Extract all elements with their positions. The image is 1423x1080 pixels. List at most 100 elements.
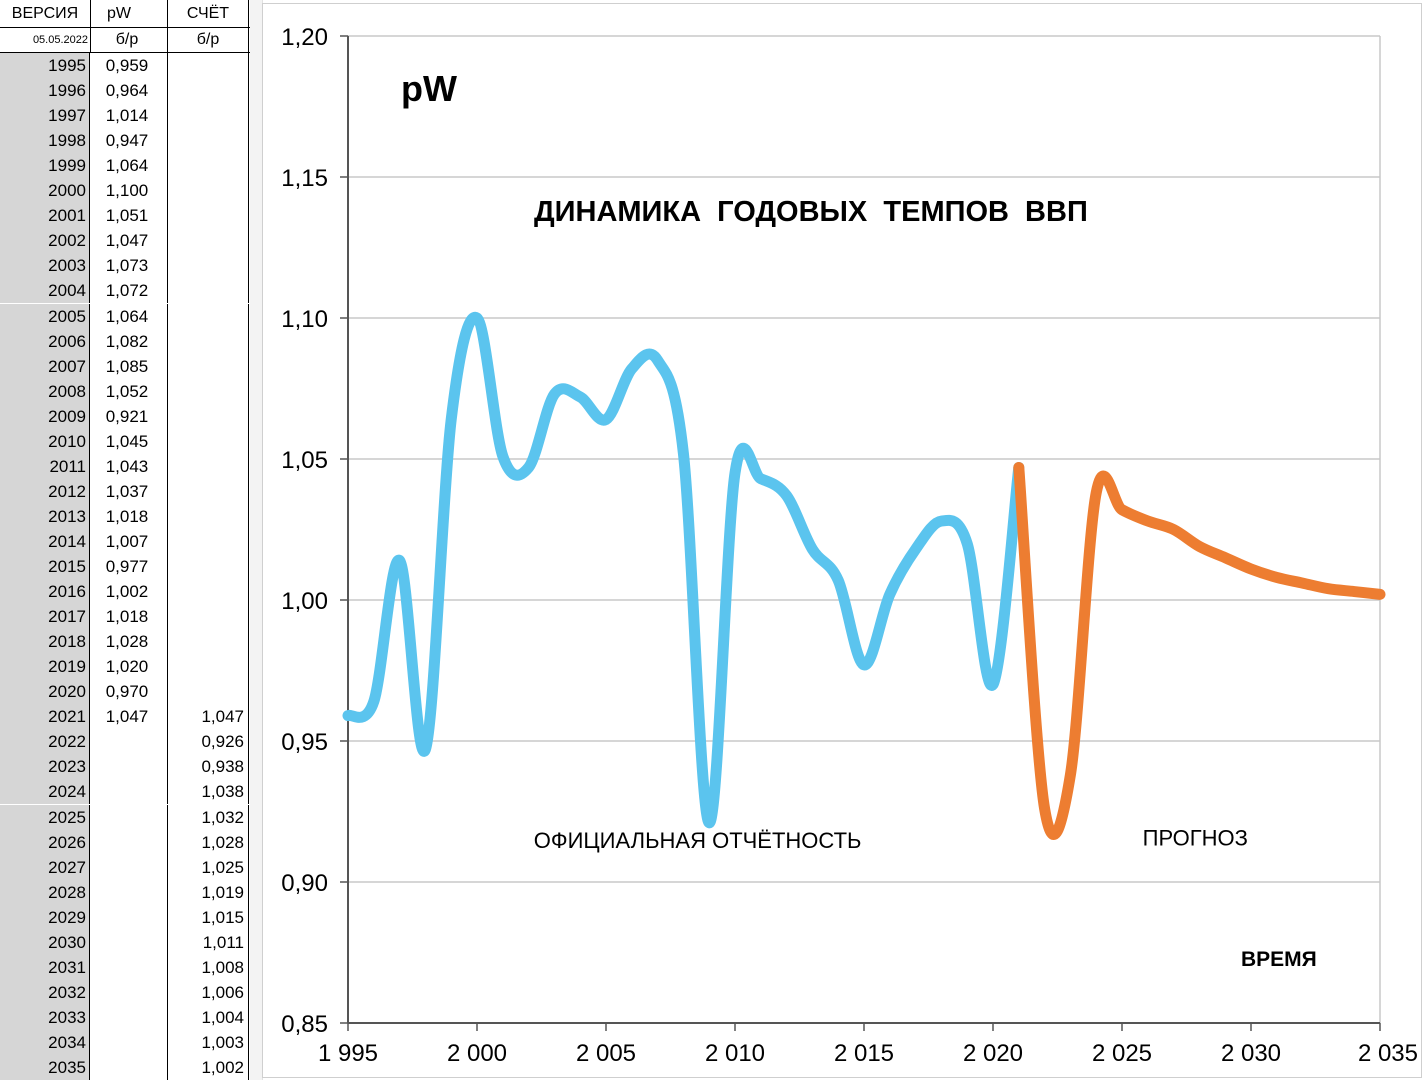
cell-year[interactable]: 2020 [0,679,90,705]
cell-calc[interactable] [168,228,249,254]
cell-pw[interactable]: 1,100 [91,178,168,204]
cell-year[interactable]: 2012 [0,478,90,504]
cell-year[interactable]: 2003 [0,253,90,279]
header-calc[interactable]: СЧЁТ [168,0,249,27]
cell-calc[interactable]: 1,003 [168,1029,249,1055]
cell-calc[interactable] [168,403,249,429]
cell-pw[interactable]: 1,047 [91,704,168,730]
cell-pw[interactable] [91,854,168,880]
cell-pw[interactable]: 1,064 [91,303,168,329]
cell-year[interactable]: 2004 [0,278,90,304]
cell-year[interactable]: 2018 [0,629,90,655]
cell-pw[interactable]: 1,002 [91,579,168,605]
cell-pw[interactable]: 1,073 [91,253,168,279]
cell-calc[interactable] [168,153,249,179]
cell-calc[interactable]: 0,926 [168,729,249,755]
cell-calc[interactable] [168,528,249,554]
cell-year[interactable]: 1999 [0,153,90,179]
cell-year[interactable]: 2011 [0,453,90,479]
cell-calc[interactable] [168,253,249,279]
cell-year[interactable]: 1995 [0,53,90,78]
cell-calc[interactable] [168,103,249,129]
cell-pw[interactable] [91,779,168,805]
cell-pw[interactable]: 1,018 [91,604,168,630]
cell-year[interactable]: 2008 [0,378,90,404]
cell-year[interactable]: 2013 [0,503,90,529]
cell-year[interactable]: 2024 [0,779,90,805]
chart-area[interactable]: 0,85 0,90 0,95 1,00 1,05 1,10 1,15 1,20 1 995 2 … [262,3,1422,1078]
cell-calc[interactable] [168,428,249,454]
cell-year[interactable]: 1997 [0,103,90,129]
header-version[interactable]: ВЕРСИЯ [0,0,91,27]
cell-year[interactable]: 2025 [0,804,90,830]
cell-calc[interactable] [168,328,249,354]
cell-pw[interactable]: 1,037 [91,478,168,504]
cell-calc[interactable] [168,128,249,154]
cell-pw[interactable] [91,929,168,955]
cell-pw[interactable]: 1,028 [91,629,168,655]
cell-year[interactable]: 2014 [0,528,90,554]
cell-calc[interactable] [168,554,249,579]
cell-year[interactable]: 1996 [0,78,90,104]
cell-pw[interactable]: 1,052 [91,378,168,404]
cell-year[interactable]: 2026 [0,829,90,855]
cell-calc[interactable] [168,203,249,229]
cell-year[interactable]: 2007 [0,353,90,379]
cell-pw[interactable] [91,904,168,930]
cell-calc[interactable] [168,679,249,705]
cell-pw[interactable] [91,754,168,780]
cell-calc[interactable]: 1,004 [168,1004,249,1030]
cell-year[interactable]: 2016 [0,579,90,605]
cell-calc[interactable]: 1,032 [168,804,249,830]
unit-pw[interactable]: б/р [91,28,168,52]
cell-pw[interactable] [91,879,168,905]
cell-year[interactable]: 2023 [0,754,90,780]
cell-year[interactable]: 1998 [0,128,90,154]
cell-year[interactable]: 2032 [0,979,90,1005]
cell-year[interactable]: 2001 [0,203,90,229]
cell-calc[interactable] [168,629,249,655]
cell-pw[interactable]: 0,947 [91,128,168,154]
cell-pw[interactable] [91,1029,168,1055]
cell-calc[interactable]: 1,006 [168,979,249,1005]
cell-pw[interactable]: 1,007 [91,528,168,554]
cell-year[interactable]: 2022 [0,729,90,755]
cell-calc[interactable] [168,579,249,605]
cell-calc[interactable] [168,604,249,630]
cell-pw[interactable]: 1,020 [91,654,168,680]
cell-calc[interactable] [168,478,249,504]
cell-year[interactable]: 2000 [0,178,90,204]
cell-calc[interactable]: 1,002 [168,1055,249,1080]
cell-pw[interactable]: 1,085 [91,353,168,379]
cell-calc[interactable] [168,78,249,104]
cell-pw[interactable]: 1,047 [91,228,168,254]
cell-year[interactable]: 2035 [0,1055,90,1080]
cell-calc[interactable] [168,654,249,680]
cell-year[interactable]: 2028 [0,879,90,905]
cell-year[interactable]: 2027 [0,854,90,880]
cell-calc[interactable]: 1,011 [168,929,249,955]
gdp-growth-chart[interactable]: 0,85 0,90 0,95 1,00 1,05 1,10 1,15 1,20 1 995 2 … [263,4,1423,1079]
cell-pw[interactable]: 0,921 [91,403,168,429]
cell-pw[interactable]: 0,964 [91,78,168,104]
cell-year[interactable]: 2030 [0,929,90,955]
cell-pw[interactable]: 1,018 [91,503,168,529]
cell-year[interactable]: 2006 [0,328,90,354]
cell-pw[interactable]: 1,014 [91,103,168,129]
cell-calc[interactable] [168,278,249,304]
cell-calc[interactable]: 1,047 [168,704,249,730]
cell-calc[interactable] [168,453,249,479]
unit-calc[interactable]: б/р [168,28,249,52]
cell-calc[interactable]: 1,028 [168,829,249,855]
cell-pw[interactable]: 0,977 [91,554,168,579]
cell-year[interactable]: 2033 [0,1004,90,1030]
cell-calc[interactable] [168,178,249,204]
cell-pw[interactable] [91,1004,168,1030]
cell-year[interactable]: 2015 [0,554,90,579]
cell-year[interactable]: 2009 [0,403,90,429]
cell-year[interactable]: 2005 [0,303,90,329]
cell-calc[interactable]: 1,025 [168,854,249,880]
cell-pw[interactable]: 1,072 [91,278,168,304]
cell-pw[interactable] [91,1055,168,1080]
cell-calc[interactable]: 1,038 [168,779,249,805]
